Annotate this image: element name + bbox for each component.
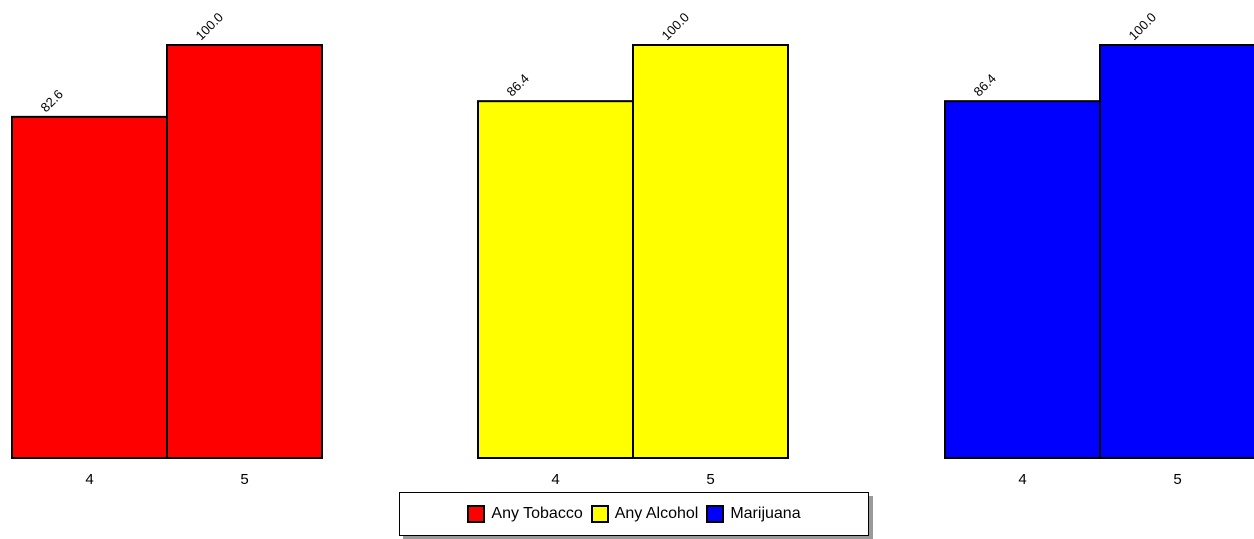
bar-tobacco-4 [11, 115, 168, 459]
legend-item-tobacco: Any Tobacco [467, 505, 583, 523]
tick-label-tobacco-4: 4 [85, 471, 93, 488]
chart-area: 82.6 4 100.0 5 86.4 4 100.0 5 86.4 4 100.0 5 [11, 10, 1254, 488]
legend-swatch-tobacco [467, 505, 486, 523]
data-label-marijuana-4: 86.4 [971, 71, 1000, 100]
tick-label-alcohol-4: 4 [551, 471, 559, 488]
bar-marijuana-4 [944, 100, 1101, 459]
legend-swatch-alcohol [590, 505, 609, 523]
data-label-marijuana-5: 100.0 [1126, 10, 1160, 44]
chart-panel-alcohol: 86.4 4 100.0 5 [477, 10, 789, 488]
legend-label-marijuana: Marijuana [730, 505, 801, 522]
data-label-tobacco-4: 82.6 [38, 86, 67, 115]
legend-swatch-marijuana [706, 505, 725, 523]
data-label-alcohol-5: 100.0 [659, 10, 693, 44]
legend: Any Tobacco Any Alcohol Marijuana [399, 492, 869, 536]
tick-label-tobacco-5: 5 [240, 471, 248, 488]
bar-marijuana-5 [1099, 44, 1254, 459]
legend-item-marijuana: Marijuana [706, 505, 801, 523]
tick-label-alcohol-5: 5 [706, 471, 714, 488]
data-label-alcohol-4: 86.4 [504, 71, 533, 100]
legend-label-alcohol: Any Alcohol [614, 505, 699, 522]
bar-alcohol-4 [477, 100, 634, 459]
legend-label-tobacco: Any Tobacco [491, 505, 583, 522]
bar-tobacco-5 [166, 44, 323, 459]
chart-panel-tobacco: 82.6 4 100.0 5 [11, 10, 323, 488]
bar-alcohol-5 [632, 44, 789, 459]
tick-label-marijuana-4: 4 [1018, 471, 1026, 488]
chart-panel-marijuana: 86.4 4 100.0 5 [944, 10, 1254, 488]
data-label-tobacco-5: 100.0 [193, 10, 227, 44]
tick-label-marijuana-5: 5 [1173, 471, 1181, 488]
legend-item-alcohol: Any Alcohol [590, 505, 699, 523]
